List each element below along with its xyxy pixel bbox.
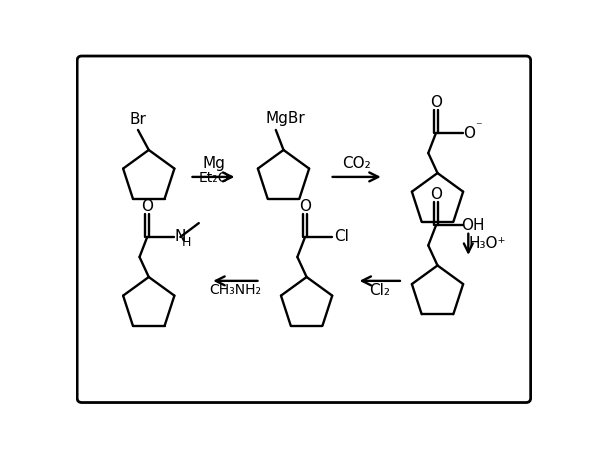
- Text: H: H: [182, 236, 191, 249]
- Text: ⁻: ⁻: [475, 120, 482, 133]
- Text: OH: OH: [461, 218, 484, 233]
- Text: MgBr: MgBr: [265, 111, 305, 126]
- Text: Mg: Mg: [202, 156, 225, 171]
- Text: N: N: [175, 229, 186, 244]
- Text: O: O: [299, 199, 311, 214]
- Text: CH₃NH₂: CH₃NH₂: [209, 283, 261, 297]
- FancyBboxPatch shape: [77, 56, 531, 403]
- Text: Cl₂: Cl₂: [369, 282, 390, 298]
- Text: Cl: Cl: [334, 229, 349, 244]
- Text: CO₂: CO₂: [342, 156, 371, 171]
- Text: H₃O⁺: H₃O⁺: [469, 237, 506, 252]
- Text: O: O: [463, 125, 475, 141]
- Text: Et₂O: Et₂O: [198, 172, 229, 185]
- Text: O: O: [430, 187, 442, 202]
- Text: Br: Br: [129, 113, 146, 128]
- Text: O: O: [141, 199, 153, 214]
- Text: O: O: [430, 95, 442, 110]
